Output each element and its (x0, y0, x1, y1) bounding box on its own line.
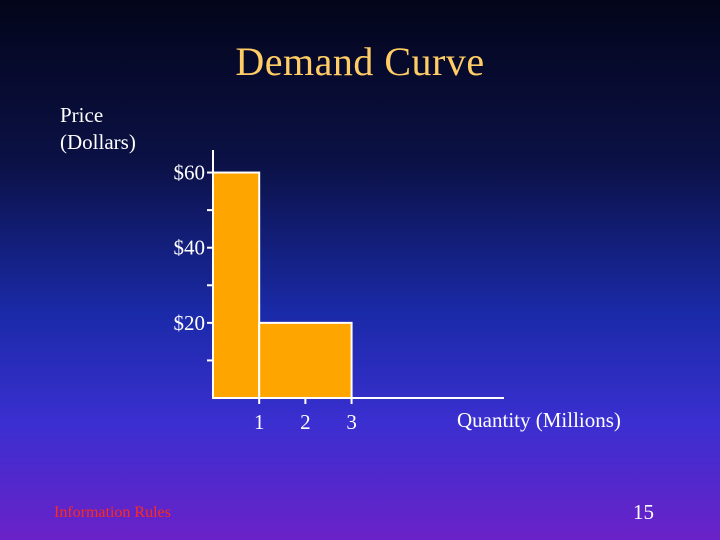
page-number: 15 (633, 500, 654, 524)
y-tick-label-1: $60 (174, 161, 206, 185)
footer-source: Information Rules (54, 504, 171, 521)
x-tick-label-2: 2 (300, 410, 311, 434)
y-tick-label-5: $20 (174, 311, 206, 335)
bar-2 (258, 321, 353, 399)
slide-title: Demand Curve (235, 39, 485, 84)
x-tick-label-3: 3 (346, 410, 357, 434)
y-axis-label-line1: Price (60, 103, 104, 127)
bar-1 (212, 171, 261, 399)
x-tick-label-1: 1 (254, 410, 265, 434)
y-axis-label-line2: (Dollars) (60, 130, 136, 154)
x-axis-label: Quantity (Millions) (457, 408, 621, 432)
y-tick-label-3: $40 (174, 236, 206, 260)
y-axis-label: Price (Dollars) (60, 102, 136, 156)
